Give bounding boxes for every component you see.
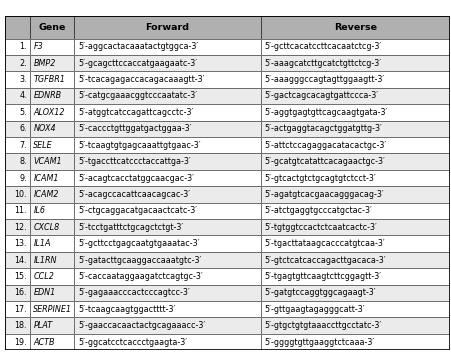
Text: 5′-actgaggtacagctggatgttg-3′: 5′-actgaggtacagctggatgttg-3′ (264, 124, 382, 133)
Text: 5′-acagtcacctatggcaacgac-3′: 5′-acagtcacctatggcaacgac-3′ (78, 174, 193, 182)
Text: Reverse: Reverse (333, 23, 376, 32)
Text: 5′-gatgtccaggtggcagaagt-3′: 5′-gatgtccaggtggcagaagt-3′ (264, 288, 376, 297)
Text: ICAM2: ICAM2 (33, 190, 59, 199)
Text: 5′-tcaagcaagtggactttt-3′: 5′-tcaagcaagtggactttt-3′ (78, 305, 175, 314)
Text: ALOX12: ALOX12 (33, 108, 65, 117)
Text: 19.: 19. (14, 338, 27, 346)
Text: TGFBR1: TGFBR1 (33, 75, 65, 84)
Text: 16.: 16. (14, 288, 27, 297)
Text: 5′-caccaataggaagatctcagtgc-3′: 5′-caccaataggaagatctcagtgc-3′ (78, 272, 202, 281)
Text: EDNRB: EDNRB (33, 92, 61, 100)
Text: 5.: 5. (19, 108, 27, 117)
Text: 5′-gatacttgcaaggaccaaatgtc-3′: 5′-gatacttgcaaggaccaaatgtc-3′ (78, 256, 201, 264)
Text: ICAM1: ICAM1 (33, 174, 59, 182)
Text: 5′-atctgaggtgcccatgctac-3′: 5′-atctgaggtgcccatgctac-3′ (264, 206, 372, 215)
Text: 1.: 1. (19, 42, 27, 51)
Text: 5′-ggggtgttgaaggtctcaaa-3′: 5′-ggggtgttgaaggtctcaaa-3′ (264, 338, 374, 346)
Text: 5′-tgtggtccactctcaatcactc-3′: 5′-tgtggtccactctcaatcactc-3′ (264, 223, 377, 232)
Text: 5′-tgacttataagcacccatgtcaa-3′: 5′-tgacttataagcacccatgtcaa-3′ (264, 239, 385, 248)
Text: 15.: 15. (14, 272, 27, 281)
Text: IL1A: IL1A (33, 239, 51, 248)
Text: 4.: 4. (19, 92, 27, 100)
Text: IL1RN: IL1RN (33, 256, 57, 264)
Text: ACTB: ACTB (33, 338, 55, 346)
Text: 5′-aggcactacaaatactgtggca-3′: 5′-aggcactacaaatactgtggca-3′ (78, 42, 198, 51)
Text: 6.: 6. (19, 124, 27, 133)
Text: 18.: 18. (14, 321, 27, 330)
Text: 5′-gcagcttccaccatgaagaatc-3′: 5′-gcagcttccaccatgaagaatc-3′ (78, 59, 197, 68)
Text: 5′-tgagtgttcaagtcttcggagtt-3′: 5′-tgagtgttcaagtcttcggagtt-3′ (264, 272, 381, 281)
Text: 11.: 11. (14, 206, 27, 215)
Text: SERPINE1: SERPINE1 (33, 305, 72, 314)
Text: CCL2: CCL2 (33, 272, 54, 281)
Text: 5′-gcatgtcatattcacagaactgc-3′: 5′-gcatgtcatattcacagaactgc-3′ (264, 157, 385, 166)
Text: 5′-tcaagtgtgagcaaattgtgaac-3′: 5′-tcaagtgtgagcaaattgtgaac-3′ (78, 141, 200, 150)
Text: PLAT: PLAT (33, 321, 52, 330)
Text: 5′-gcttcctgagcaatgtgaaatac-3′: 5′-gcttcctgagcaatgtgaaatac-3′ (78, 239, 199, 248)
Text: 5′-tcctgatttctgcagctctgt-3′: 5′-tcctgatttctgcagctctgt-3′ (78, 223, 183, 232)
Text: 5′-gcttcacatccttcacaatctcg-3′: 5′-gcttcacatccttcacaatctcg-3′ (264, 42, 381, 51)
Text: Forward: Forward (145, 23, 189, 32)
Text: 5′-tgaccttcatccctaccattga-3′: 5′-tgaccttcatccctaccattga-3′ (78, 157, 190, 166)
Text: NOX4: NOX4 (33, 124, 56, 133)
Text: 5′-atggtcatccagattcagcctc-3′: 5′-atggtcatccagattcagcctc-3′ (78, 108, 193, 117)
Text: 5′-gagaaacccactcccagtcc-3′: 5′-gagaaacccactcccagtcc-3′ (78, 288, 189, 297)
Text: 5′-gttgaagtagagggcatt-3′: 5′-gttgaagtagagggcatt-3′ (264, 305, 364, 314)
Text: 2.: 2. (19, 59, 27, 68)
Text: 5′-aaagcatcttgcatctgttctcg-3′: 5′-aaagcatcttgcatctgttctcg-3′ (264, 59, 381, 68)
Text: 5′-gtgctgtgtaaaccttgcctatc-3′: 5′-gtgctgtgtaaaccttgcctatc-3′ (264, 321, 381, 330)
Text: CXCL8: CXCL8 (33, 223, 60, 232)
Text: 5′-gtcactgtctgcagtgtctcct-3′: 5′-gtcactgtctgcagtgtctcct-3′ (264, 174, 376, 182)
Text: 17.: 17. (14, 305, 27, 314)
Text: 9.: 9. (19, 174, 27, 182)
Text: 5′-caccctgttggatgactggaa-3′: 5′-caccctgttggatgactggaa-3′ (78, 124, 191, 133)
Text: 14.: 14. (14, 256, 27, 264)
Text: 5′-gactcagcacagtgattccca-3′: 5′-gactcagcacagtgattccca-3′ (264, 92, 378, 100)
Text: 5′-ctgcaggacatgacaactcatc-3′: 5′-ctgcaggacatgacaactcatc-3′ (78, 206, 197, 215)
Text: 5′-agatgtcacgaacagggacag-3′: 5′-agatgtcacgaacagggacag-3′ (264, 190, 384, 199)
Text: F3: F3 (33, 42, 43, 51)
Text: 5′-attctccagaggacatacactgc-3′: 5′-attctccagaggacatacactgc-3′ (264, 141, 386, 150)
Text: 5′-tcacagagaccacagacaaagtt-3′: 5′-tcacagagaccacagacaaagtt-3′ (78, 75, 204, 84)
Text: 5′-gtctcatcaccagacttgacaca-3′: 5′-gtctcatcaccagacttgacaca-3′ (264, 256, 386, 264)
Text: EDN1: EDN1 (33, 288, 55, 297)
Text: 8.: 8. (19, 157, 27, 166)
Text: 3.: 3. (19, 75, 27, 84)
Text: 5′-aggtgagtgttcagcaagtgata-3′: 5′-aggtgagtgttcagcaagtgata-3′ (264, 108, 387, 117)
Text: 5′-acagccacattcaacagcac-3′: 5′-acagccacattcaacagcac-3′ (78, 190, 190, 199)
Text: 12.: 12. (14, 223, 27, 232)
Text: BMP2: BMP2 (33, 59, 55, 68)
Text: 7.: 7. (19, 141, 27, 150)
Text: 5′-catgcgaaacggtcccaatatc-3′: 5′-catgcgaaacggtcccaatatc-3′ (78, 92, 197, 100)
Text: Gene: Gene (38, 23, 65, 32)
Text: 5′-gaaccacaactactgcagaaacc-3′: 5′-gaaccacaactactgcagaaacc-3′ (78, 321, 205, 330)
Text: IL6: IL6 (33, 206, 45, 215)
Text: 5′-aaagggccagtagttggaagtt-3′: 5′-aaagggccagtagttggaagtt-3′ (264, 75, 384, 84)
Text: 10.: 10. (14, 190, 27, 199)
Text: 13.: 13. (14, 239, 27, 248)
Text: 5′-ggcatcctcaccctgaagta-3′: 5′-ggcatcctcaccctgaagta-3′ (78, 338, 187, 346)
Text: SELE: SELE (33, 141, 53, 150)
Text: VCAM1: VCAM1 (33, 157, 62, 166)
